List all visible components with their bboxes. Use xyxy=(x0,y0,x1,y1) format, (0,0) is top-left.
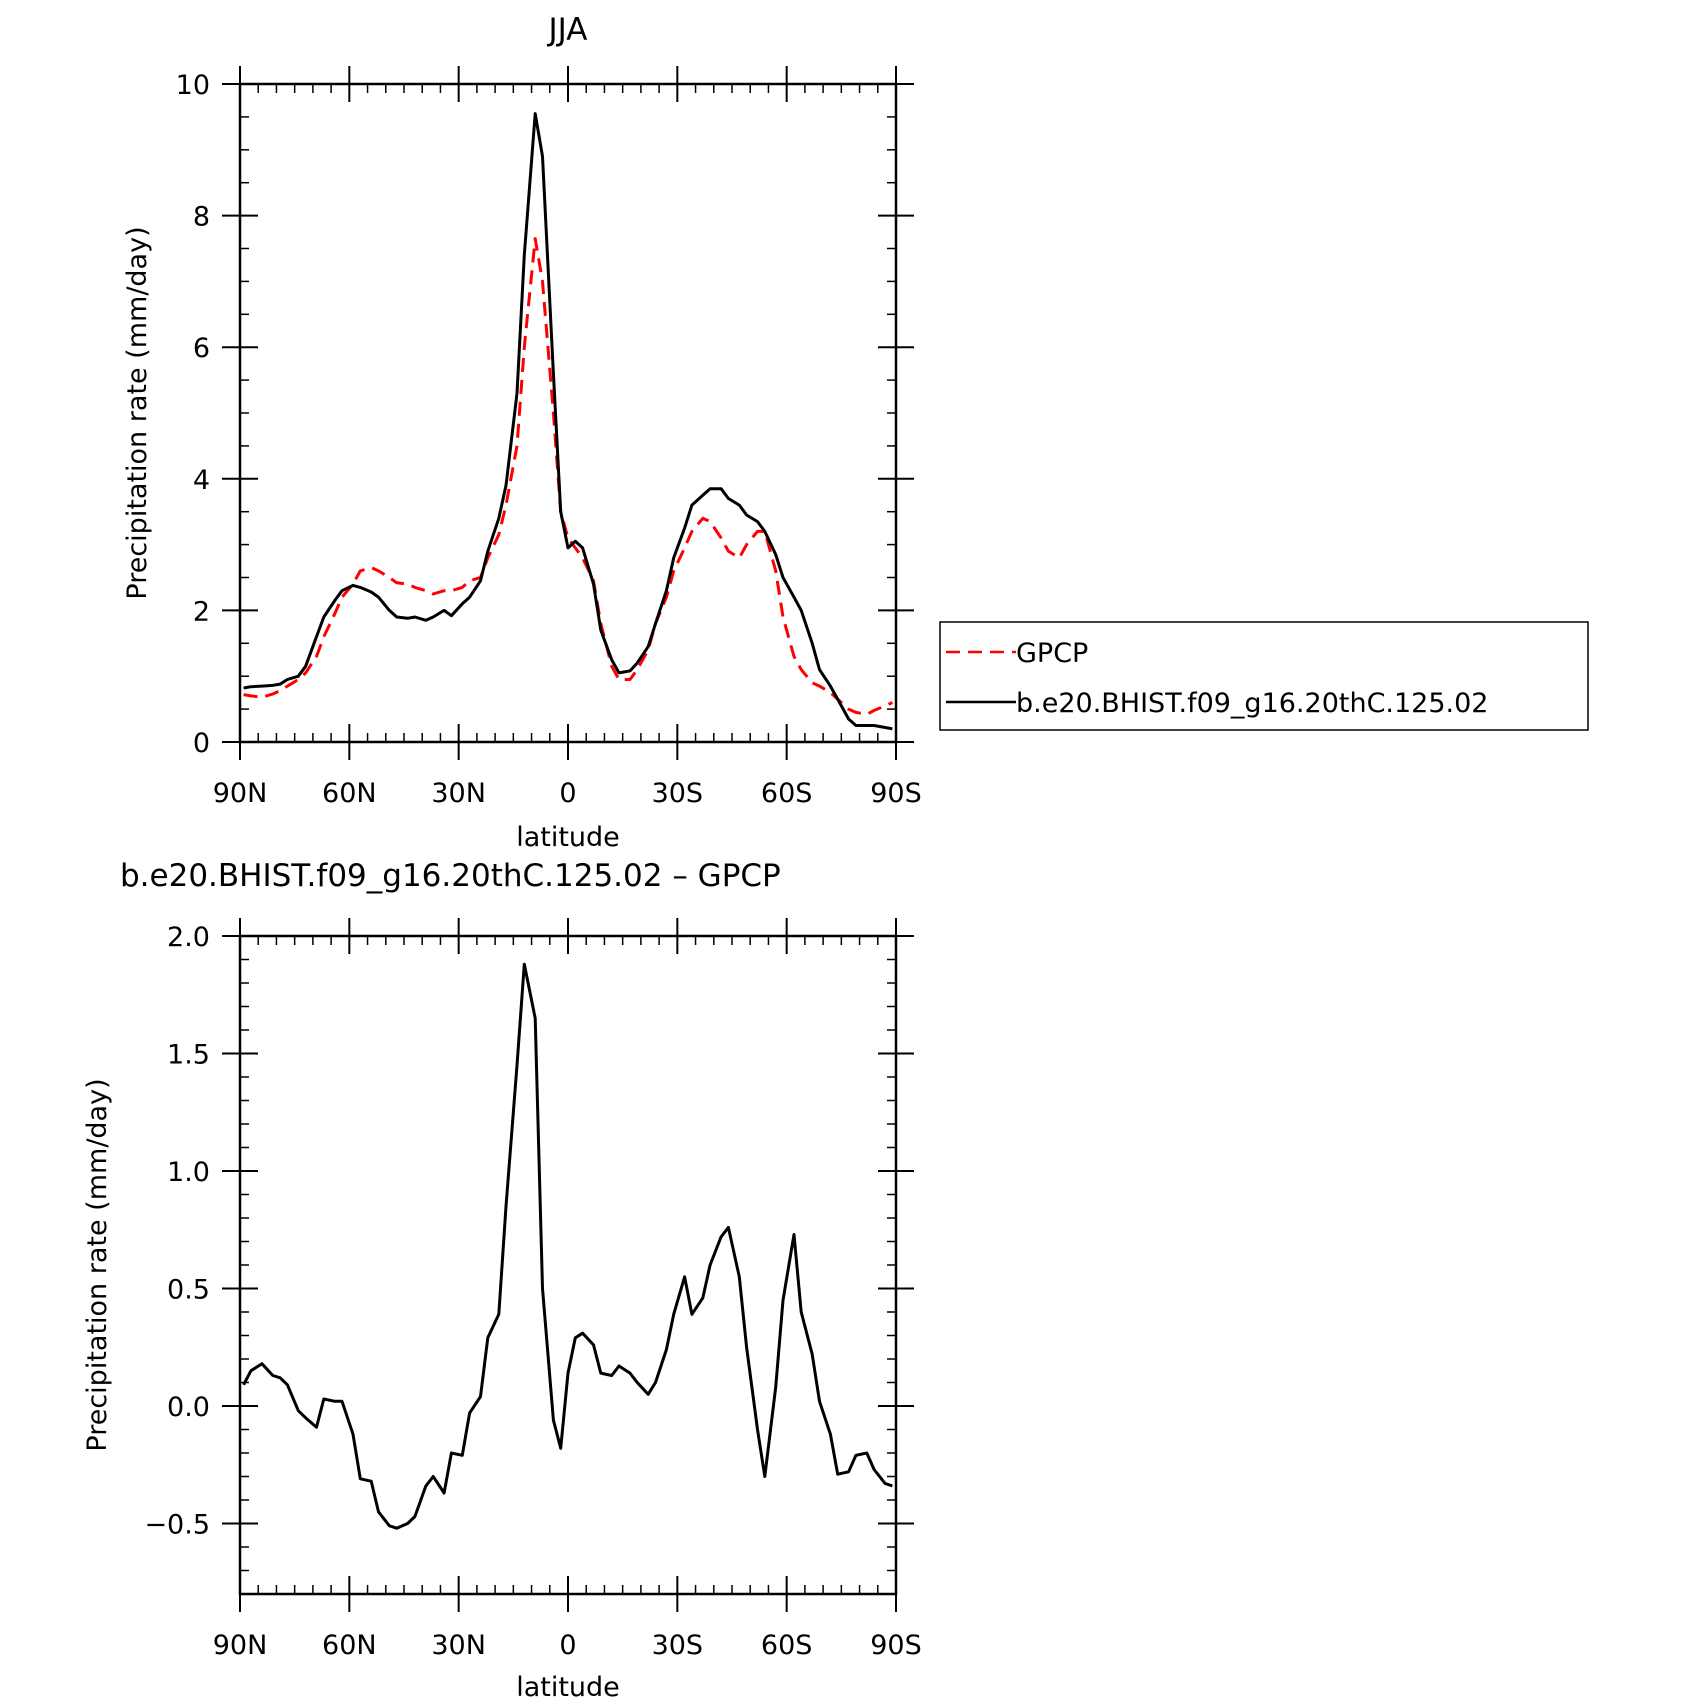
axis-ticks: 90N 60N 30N 0 30S 60S 90S −0.5 0.0 0.5 1.0 1.5 2.0 xyxy=(144,918,922,1661)
x-tick-label: 60N xyxy=(322,1630,377,1661)
y-tick-label: 0.0 xyxy=(167,1392,210,1423)
legend: GPCP b.e20.BHIST.f09_g16.20thC.125.02 xyxy=(939,621,1589,731)
y-axis-title: Precipitation rate (mm/day) xyxy=(122,226,153,599)
x-tick-label: 60S xyxy=(761,778,813,809)
x-tick-label: 30S xyxy=(652,1630,704,1661)
legend-label-gpcp: GPCP xyxy=(1016,638,1088,669)
x-axis-title: latitude xyxy=(516,1672,620,1702)
y-tick-label: 4 xyxy=(193,465,210,496)
x-tick-label: 90N xyxy=(213,1630,268,1661)
precipitation-chart: JJA 90N 60N 30N 0 30S 60S 90S 0 2 4 6 8 10 Precipita… xyxy=(122,12,1589,853)
axis-ticks: 90N 60N 30N 0 30S 60S 90S 0 2 4 6 8 10 xyxy=(176,66,922,809)
chart-title: b.e20.BHIST.f09_g16.20thC.125.02 – GPCP xyxy=(120,858,781,894)
y-tick-label: 6 xyxy=(193,333,210,364)
chart-title: JJA xyxy=(547,12,588,48)
y-tick-label: 2 xyxy=(193,596,210,627)
series-group xyxy=(242,962,893,1530)
legend-label-model: b.e20.BHIST.f09_g16.20thC.125.02 xyxy=(1016,688,1488,719)
y-axis-title: Precipitation rate (mm/day) xyxy=(82,1078,113,1451)
y-tick-label: 2.0 xyxy=(167,922,210,953)
x-tick-label: 90N xyxy=(213,778,268,809)
x-tick-label: 0 xyxy=(559,1630,576,1661)
x-tick-label: 30S xyxy=(652,778,704,809)
plot-frame xyxy=(238,82,898,744)
y-tick-label: 1.5 xyxy=(167,1040,210,1071)
x-tick-label: 30N xyxy=(431,778,486,809)
x-tick-label: 60S xyxy=(761,1630,813,1661)
x-tick-label: 0 xyxy=(559,778,576,809)
y-tick-label: −0.5 xyxy=(144,1510,210,1541)
x-tick-label: 90S xyxy=(870,1630,922,1661)
series-group xyxy=(243,112,894,731)
series-line-model xyxy=(242,962,893,1530)
y-tick-label: 8 xyxy=(193,202,210,233)
x-tick-label: 30N xyxy=(431,1630,486,1661)
difference-chart: b.e20.BHIST.f09_g16.20thC.125.02 – GPCP … xyxy=(82,858,922,1702)
y-tick-label: 0.5 xyxy=(167,1275,210,1306)
x-tick-label: 90S xyxy=(870,778,922,809)
x-tick-label: 60N xyxy=(322,778,377,809)
legend-box xyxy=(939,621,1589,731)
series-line-model xyxy=(243,112,893,731)
series-line-gpcp xyxy=(243,237,894,716)
x-axis-title: latitude xyxy=(516,822,620,853)
y-tick-label: 10 xyxy=(176,70,210,101)
y-tick-label: 0 xyxy=(193,728,210,759)
y-tick-label: 1.0 xyxy=(167,1157,210,1188)
